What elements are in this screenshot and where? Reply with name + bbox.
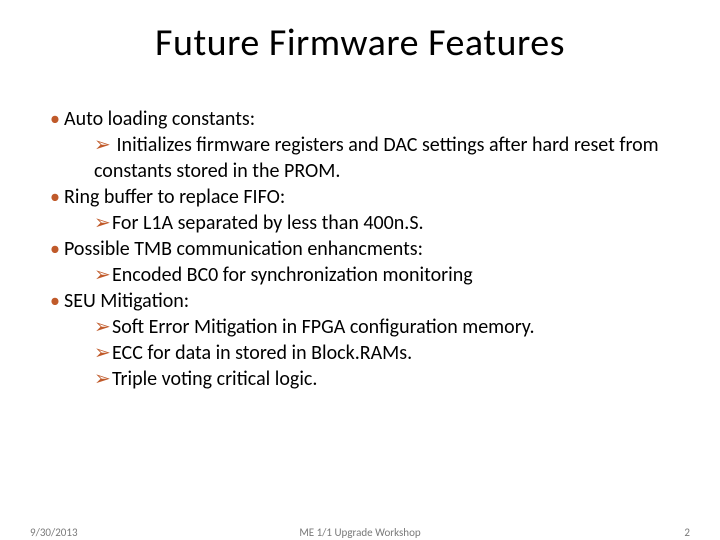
bullet-item: ➢Triple voting critical logic. <box>50 366 670 392</box>
arrow-icon: ➢ <box>94 262 112 288</box>
footer-page-number: 2 <box>684 526 690 539</box>
bullet-item: •SEU Mitigation: <box>50 288 670 314</box>
arrow-icon: ➢ <box>94 340 112 366</box>
arrow-icon: ➢ <box>94 210 112 236</box>
bullet-text: Encoded BC0 for synchronization monitori… <box>112 263 473 287</box>
bullet-icon: • <box>50 184 64 210</box>
bullet-item: •Auto loading constants: <box>50 106 670 132</box>
bullet-icon: • <box>50 236 64 262</box>
bullet-text: Soft Error Mitigation in FPGA configurat… <box>112 315 535 339</box>
arrow-icon: ➢ <box>94 366 112 392</box>
footer-center: ME 1/1 Upgrade Workshop <box>0 526 720 539</box>
slide: Future Firmware Features •Auto loading c… <box>0 0 720 540</box>
slide-title: Future Firmware Features <box>0 0 720 66</box>
arrow-icon: ➢ <box>94 314 112 340</box>
bullet-text: For L1A separated by less than 400n.S. <box>112 211 424 235</box>
bullet-text: Triple voting critical logic. <box>112 367 317 391</box>
bullet-text: Possible TMB communication enhancments: <box>64 237 423 261</box>
bullet-text: Initializes firmware registers and DAC s… <box>94 133 659 183</box>
bullet-item: ➢For L1A separated by less than 400n.S. <box>50 210 670 236</box>
bullet-text: Auto loading constants: <box>64 107 255 131</box>
bullet-item: •Possible TMB communication enhancments: <box>50 236 670 262</box>
bullet-icon: • <box>50 106 64 132</box>
bullet-item: ➢ Initializes firmware registers and DAC… <box>50 132 670 184</box>
arrow-icon: ➢ <box>94 132 112 158</box>
bullet-text: Ring buffer to replace FIFO: <box>64 185 285 209</box>
bullet-icon: • <box>50 288 64 314</box>
bullet-item: •Ring buffer to replace FIFO: <box>50 184 670 210</box>
bullet-text: SEU Mitigation: <box>64 289 189 313</box>
slide-content: •Auto loading constants: ➢ Initializes f… <box>0 66 720 392</box>
bullet-item: ➢Encoded BC0 for synchronization monitor… <box>50 262 670 288</box>
bullet-item: ➢ECC for data in stored in Block.RAMs. <box>50 340 670 366</box>
bullet-text: ECC for data in stored in Block.RAMs. <box>112 341 412 365</box>
bullet-item: ➢Soft Error Mitigation in FPGA configura… <box>50 314 670 340</box>
